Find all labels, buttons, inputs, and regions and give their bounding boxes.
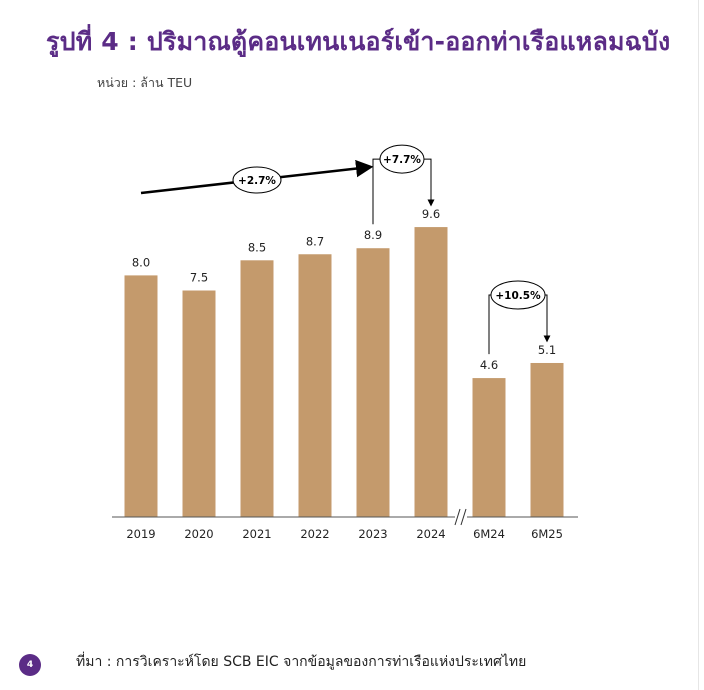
value-label-2023: 8.9 <box>364 228 382 242</box>
yoy-6m-annotation-oval <box>490 280 546 310</box>
page-number-badge: 4 <box>19 654 41 676</box>
yoy-2024-annotation-oval <box>379 144 425 174</box>
bar-2022 <box>298 254 332 517</box>
bar-6M25 <box>530 362 564 517</box>
x-label-2023: 2023 <box>358 527 387 541</box>
x-label-2021: 2021 <box>242 527 271 541</box>
value-label-2021: 8.5 <box>248 240 266 254</box>
source-note: ที่มา : การวิเคราะห์โดย SCB EIC จากข้อมู… <box>76 654 527 670</box>
value-label-2020: 7.5 <box>190 271 208 285</box>
yoy-6m-annotation-label: +10.5% <box>495 290 541 302</box>
axis-break-marker <box>454 508 467 526</box>
x-label-2024: 2024 <box>416 527 445 541</box>
value-labels-group: 8.0 7.5 8.5 8.7 8.9 9.6 4.6 5.1 <box>132 207 556 372</box>
value-label-6M25: 5.1 <box>538 343 556 357</box>
bar-2021 <box>240 260 274 517</box>
unit-label: หน่วย : ล้าน TEU <box>97 75 193 90</box>
bar-2019 <box>124 275 158 517</box>
bar-6M24 <box>472 378 506 517</box>
page-edge-line <box>698 0 699 690</box>
x-label-2019: 2019 <box>126 527 155 541</box>
x-label-6M24: 6M24 <box>473 527 505 541</box>
bar-2020 <box>182 290 216 517</box>
x-label-2022: 2022 <box>300 527 329 541</box>
x-label-6M25: 6M25 <box>531 527 563 541</box>
value-label-2019: 8.0 <box>132 255 150 269</box>
value-label-2022: 8.7 <box>306 234 324 248</box>
annotations-group: +2.7% +7.7% +10.5% <box>140 144 551 355</box>
x-tick-labels-group: 2019 2020 2021 2022 2023 2024 6M24 6M25 <box>126 527 563 541</box>
value-label-6M24: 4.6 <box>480 358 498 372</box>
bar-2023 <box>356 248 390 517</box>
bar-2024 <box>414 227 448 517</box>
value-label-2024: 9.6 <box>422 207 440 221</box>
x-label-2020: 2020 <box>184 527 213 541</box>
yoy-2024-annotation-label: +7.7% <box>383 154 421 166</box>
bar-chart: 8.0 7.5 8.5 8.7 8.9 9.6 4.6 5.1 2019 2020 2021 202… <box>112 144 578 541</box>
chart-title: รูปที่ 4 : ปริมาณตู้คอนเทนเนอร์เข้า-ออกท… <box>46 27 671 56</box>
cagr-annotation-label: +2.7% <box>238 175 276 187</box>
bars-group <box>124 227 564 517</box>
cagr-annotation-oval <box>232 166 282 194</box>
